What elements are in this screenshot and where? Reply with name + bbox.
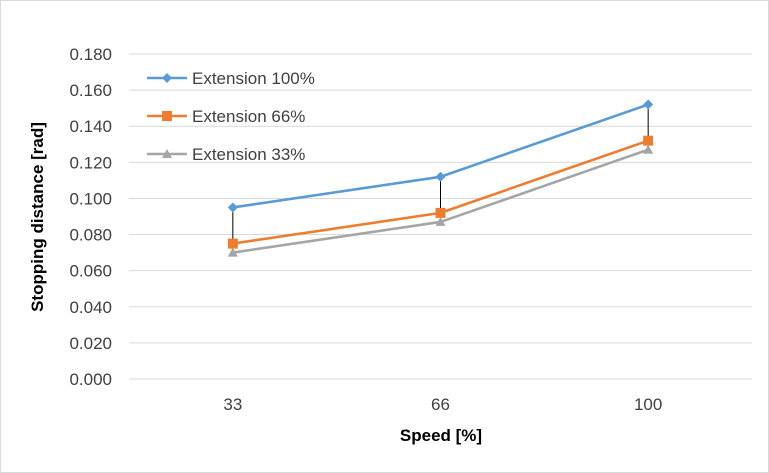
legend-label: Extension 66% (192, 107, 305, 126)
y-tick-label: 0.100 (69, 189, 112, 208)
diamond-marker (227, 202, 238, 213)
x-tick-label: 66 (431, 395, 450, 414)
legend-item: Extension 100% (147, 69, 315, 88)
y-tick-label: 0.120 (69, 153, 112, 172)
square-marker (643, 135, 654, 146)
y-tick-label: 0.080 (69, 226, 112, 245)
x-axis-title: Speed [%] (400, 426, 482, 445)
diamond-marker (435, 171, 446, 182)
legend: Extension 100% Extension 66% Extension 33% (147, 69, 315, 164)
y-tick-label: 0.040 (69, 298, 112, 317)
y-axis-title: Stopping distance [rad] (28, 122, 47, 312)
y-tick-label: 0.160 (69, 81, 112, 100)
x-tick-label: 100 (634, 395, 662, 414)
triangle-marker (435, 216, 446, 226)
x-tick-labels: 33 66 100 (223, 395, 662, 414)
triangle-marker (643, 144, 654, 154)
y-tick-label: 0.020 (69, 334, 112, 353)
square-marker (435, 207, 446, 218)
y-tick-label: 0.180 (69, 45, 112, 64)
legend-label: Extension 100% (192, 69, 315, 88)
y-tick-labels: 0.000 0.020 0.040 0.060 0.080 0.100 0.120 0.140… (69, 45, 112, 389)
y-tick-label: 0.140 (69, 117, 112, 136)
x-tick-label: 33 (223, 395, 242, 414)
diamond-marker (643, 99, 654, 110)
y-tick-label: 0.000 (69, 370, 112, 389)
triangle-marker (162, 149, 172, 158)
square-marker (162, 111, 172, 121)
y-tick-label: 0.060 (69, 262, 112, 281)
legend-item: Extension 33% (147, 145, 305, 164)
diamond-marker (162, 73, 172, 83)
legend-label: Extension 33% (192, 145, 305, 164)
square-marker (227, 238, 238, 249)
triangle-marker (227, 247, 238, 257)
series-lines (227, 99, 654, 257)
legend-item: Extension 66% (147, 107, 305, 126)
